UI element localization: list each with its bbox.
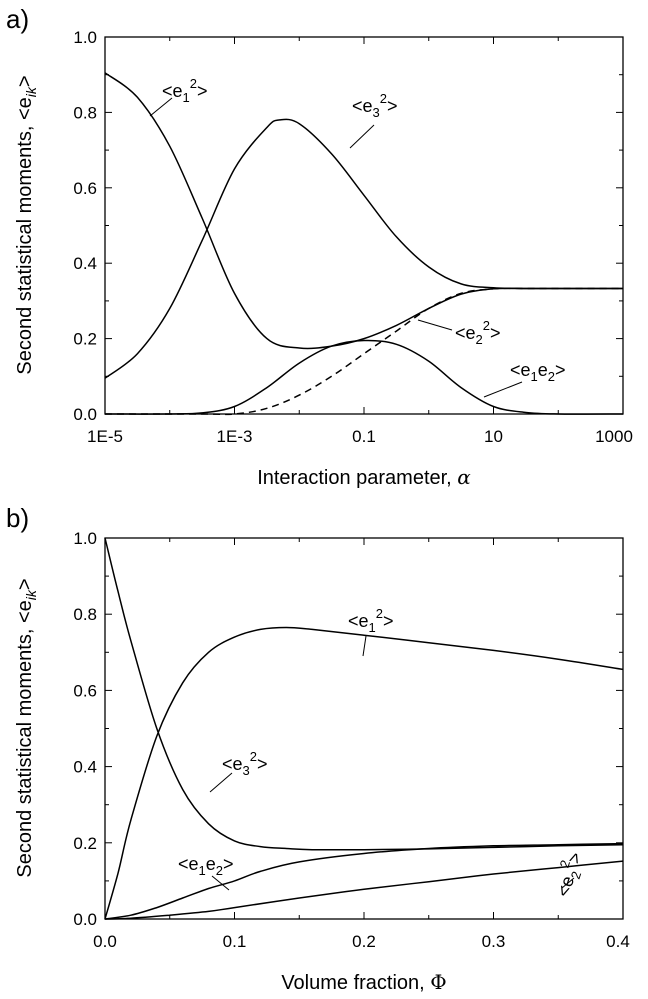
- b-leader-e1sq: [362, 635, 367, 657]
- series-line-b-3: [104, 860, 624, 920]
- a-xtick-label: 1E-3: [217, 427, 253, 446]
- b-xtick-label: 0.4: [606, 932, 630, 951]
- panel-b-curves: [104, 537, 624, 920]
- b-label-e3sq: <e32>: [222, 749, 268, 778]
- b-label-e2sq: <e22>: [548, 848, 590, 900]
- a-leader-e2sq: [417, 319, 453, 331]
- b-xtick-label: 0.1: [223, 932, 247, 951]
- b-leader-e1e2: [211, 875, 230, 891]
- b-leader-e3sq: [209, 772, 233, 793]
- b-leader-e2sq: [561, 877, 575, 889]
- a-ytick-label: 0.2: [73, 330, 97, 349]
- a-ytick-label: 0.4: [73, 254, 97, 273]
- a-annotation-e1e2: <e1e2>: [483, 360, 566, 398]
- panel-a: a) 1E-5 1E-3 0.1 10 1000 0.0 0.2 0.4 0.6…: [6, 4, 633, 489]
- panel-b-tick-labels: 0.0 0.1 0.2 0.3 0.4 0.0 0.2 0.4 0.6 0.8 …: [73, 529, 629, 951]
- b-annotation-e2sq: <e22>: [548, 848, 590, 900]
- series-line-b-2: [104, 842, 624, 920]
- panel-a-curves: [104, 72, 624, 416]
- b-annotation-e1e2: <e1e2>: [178, 854, 234, 891]
- a-annotation-e1sq: <e12>: [149, 76, 208, 117]
- a-label-e3sq: <e32>: [352, 91, 398, 120]
- a-annotation-e3sq: <e32>: [349, 91, 398, 149]
- a-leader-e1sq: [149, 97, 173, 117]
- series-line-b-0: [104, 626, 624, 920]
- a-ytick-label: 1.0: [73, 28, 97, 47]
- a-label-e1sq: <e12>: [162, 76, 208, 105]
- a-annotation-e2sq: <e22>: [417, 318, 501, 347]
- a-ytick-label: 0.6: [73, 179, 97, 198]
- a-ytick-label: 0.0: [73, 405, 97, 424]
- a-leader-e3sq: [349, 124, 375, 149]
- series-line-b-1: [104, 537, 624, 851]
- a-leader-e1e2: [483, 381, 523, 398]
- a-ytick-label: 0.8: [73, 103, 97, 122]
- a-xtick-label: 1000: [595, 427, 633, 446]
- b-xtick-label: 0.2: [352, 932, 376, 951]
- b-ytick-label: 0.0: [73, 910, 97, 929]
- b-ytick-label: 0.2: [73, 834, 97, 853]
- a-xtick-label: 10: [484, 427, 503, 446]
- panel-b-x-axis-label: Volume fraction, Φ: [281, 970, 446, 994]
- b-ytick-label: 0.6: [73, 681, 97, 700]
- b-xtick-label: 0.3: [482, 932, 506, 951]
- b-ytick-label: 0.4: [73, 758, 97, 777]
- b-ytick-label: 0.8: [73, 605, 97, 624]
- panel-b: b) 0.0 0.1 0.2 0.3 0.4 0.0 0.2 0.4 0.6 0…: [6, 503, 630, 994]
- a-label-e2sq: <e22>: [455, 318, 501, 347]
- series-line-a-2: [104, 339, 624, 415]
- a-xtick-label: 1E-5: [87, 427, 123, 446]
- series-line-a-3: [104, 287, 623, 416]
- b-annotation-e1sq: <e12>: [348, 606, 394, 657]
- panel-a-x-axis-label: Interaction parameter, α: [257, 465, 471, 489]
- a-label-e1e2: <e1e2>: [510, 360, 566, 384]
- b-ytick-label: 1.0: [73, 529, 97, 548]
- b-annotation-e3sq: <e32>: [209, 749, 268, 793]
- panel-b-y-axis-label: Second statistical moments, <eik>: [14, 578, 39, 877]
- b-xtick-label: 0.0: [93, 932, 117, 951]
- panel-a-label: a): [6, 4, 29, 34]
- panel-b-label: b): [6, 503, 29, 533]
- panel-a-y-axis-label: Second statistical moments, <eik>: [14, 75, 39, 374]
- b-label-e1e2: <e1e2>: [178, 854, 234, 878]
- a-xtick-label: 0.1: [352, 427, 376, 446]
- b-label-e1sq: <e12>: [348, 606, 394, 635]
- panel-a-tick-labels: 1E-5 1E-3 0.1 10 1000 0.0 0.2 0.4 0.6 0.…: [73, 28, 633, 446]
